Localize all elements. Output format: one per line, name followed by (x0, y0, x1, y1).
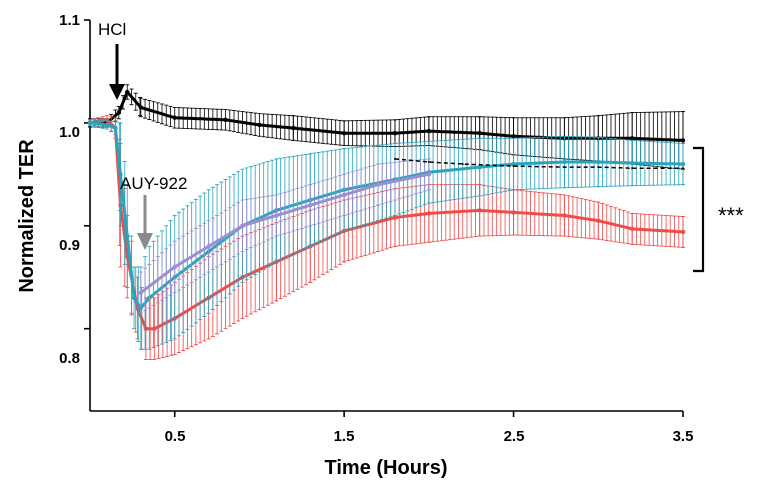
data-point (113, 125, 118, 131)
data-point (274, 213, 279, 218)
data-point (125, 89, 130, 95)
x-tick-label: 3.5 (673, 428, 694, 445)
data-point (125, 233, 130, 239)
series-4 (393, 157, 684, 170)
data-point (375, 182, 381, 187)
data-point (426, 128, 432, 134)
data-point (477, 130, 482, 136)
data-point (223, 117, 228, 123)
series-layer (87, 84, 686, 361)
x-tick-label: 0.5 (165, 428, 186, 445)
y-tick-label: 1.0 (59, 124, 80, 141)
data-point (206, 244, 211, 249)
data-point (291, 125, 296, 131)
series-line (139, 172, 430, 294)
data-point (172, 115, 177, 120)
data-point (172, 264, 177, 270)
data-point (511, 210, 516, 215)
data-point (426, 211, 432, 216)
data-point (426, 172, 432, 177)
data-point (631, 167, 634, 170)
x-axis-title: Time (Hours) (325, 457, 448, 479)
data-point (392, 130, 398, 136)
series-line (89, 118, 684, 331)
data-point (629, 136, 635, 141)
data-point (392, 215, 398, 220)
significance-label: *** (718, 203, 744, 228)
data-point (131, 295, 137, 301)
data-point (138, 290, 144, 295)
data-point (87, 120, 93, 126)
hcl-arrow (109, 44, 125, 100)
x-tick-label: 2.5 (504, 428, 525, 445)
data-point (511, 161, 516, 167)
data-point (597, 166, 600, 169)
data-point (341, 192, 347, 198)
series-line (90, 89, 684, 142)
data-point (680, 138, 686, 143)
data-point (240, 223, 245, 228)
data-point (562, 159, 567, 165)
y-tick-label: 0.9 (59, 237, 80, 254)
data-point (680, 161, 686, 167)
data-point (393, 157, 396, 160)
data-point (682, 167, 684, 170)
y-axis-title: Normalized TER (16, 139, 38, 293)
x-tick-label: 1.5 (334, 428, 355, 445)
data-point (341, 130, 347, 136)
data-point (596, 159, 601, 165)
data-point (629, 160, 635, 166)
data-point (152, 326, 157, 331)
hcl-label: HCl (98, 20, 126, 39)
data-point (477, 164, 482, 170)
y-tick-label: 0.8 (59, 350, 80, 367)
data-point (118, 172, 123, 177)
data-point (116, 110, 122, 115)
data-point (680, 229, 686, 235)
auy-arrow (137, 195, 153, 250)
y-tick-label: 1.1 (59, 12, 80, 29)
data-point (596, 218, 601, 223)
data-point (143, 326, 149, 331)
data-point (138, 105, 144, 110)
data-point (563, 166, 566, 169)
data-point (512, 165, 515, 168)
series-line (394, 158, 683, 169)
data-point (104, 122, 110, 128)
data-point (427, 160, 430, 163)
ticks (84, 19, 684, 417)
series-3 (138, 158, 432, 314)
data-point (629, 226, 635, 232)
auy-label: AUY-922 (120, 174, 187, 193)
data-point (461, 163, 464, 166)
data-point (511, 134, 516, 139)
data-point (562, 213, 567, 218)
data-point (308, 203, 313, 208)
data-point (477, 208, 482, 213)
data-point (257, 122, 262, 128)
significance-bracket (693, 146, 705, 273)
